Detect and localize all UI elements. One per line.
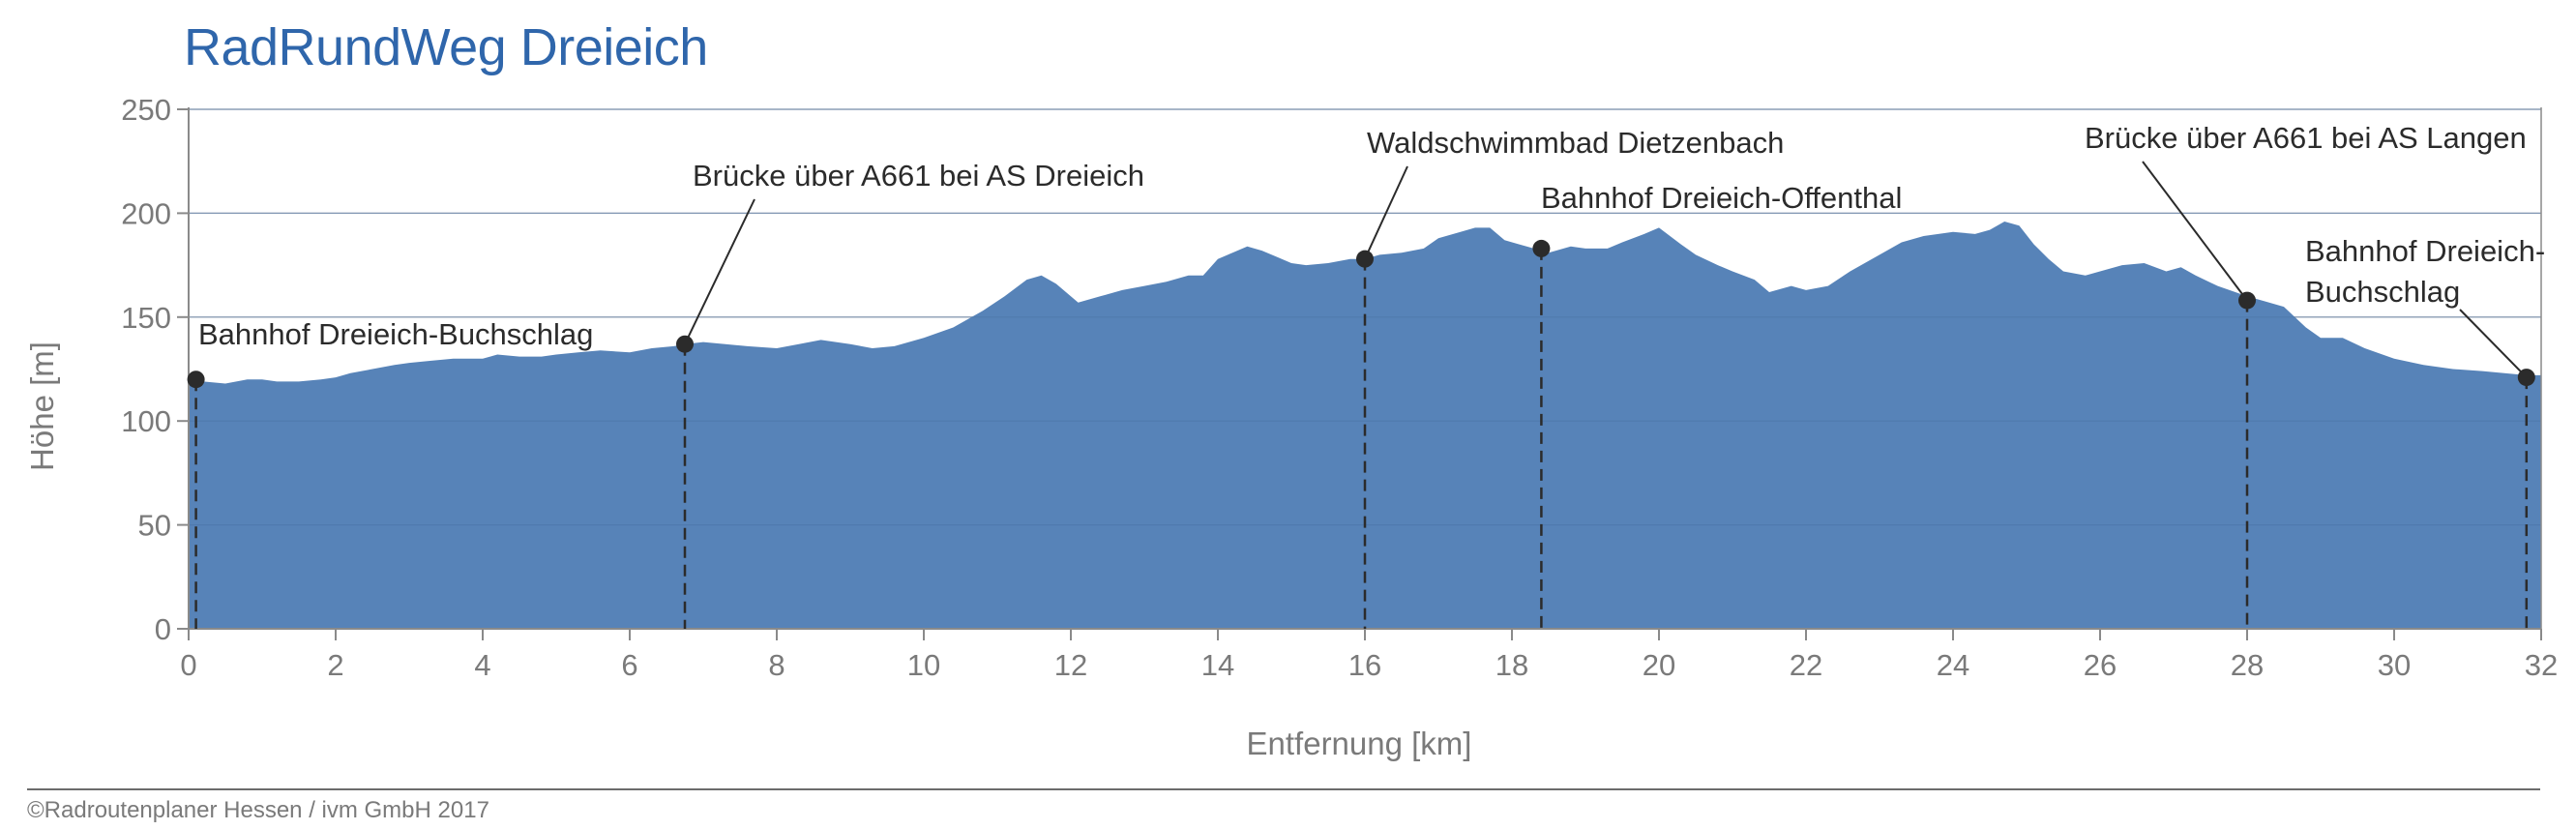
- annotation-label-4-0: Brücke über A661 bei AS Langen: [2085, 121, 2527, 155]
- y-tick-label-50: 50: [138, 509, 171, 543]
- annotation-label-1-0: Brücke über A661 bei AS Dreieich: [693, 159, 1144, 193]
- annotation-leader-4: [2142, 161, 2248, 302]
- annotation-label-5-1: Buchschlag: [2305, 275, 2460, 309]
- y-tick-label-200: 200: [121, 196, 171, 230]
- x-tick-label-28: 28: [2231, 648, 2264, 682]
- y-tick-label-0: 0: [155, 612, 171, 646]
- x-tick-label-20: 20: [1643, 648, 1675, 682]
- annotation-label-5-0: Bahnhof Dreieich-: [2305, 234, 2545, 268]
- chart-title: RadRundWeg Dreieich: [184, 18, 708, 76]
- x-tick-label-32: 32: [2525, 648, 2558, 682]
- footer-divider: [27, 788, 2540, 790]
- y-tick-label-250: 250: [121, 93, 171, 127]
- annotation-leader-2: [1364, 165, 1408, 260]
- annotation-marker-5: [2517, 369, 2535, 387]
- x-tick-label-2: 2: [327, 648, 343, 682]
- x-tick-label-0: 0: [180, 648, 196, 682]
- annotation-marker-0: [187, 371, 205, 389]
- x-tick-label-14: 14: [1201, 648, 1234, 682]
- x-tick-label-12: 12: [1054, 648, 1087, 682]
- annotation-leader-1: [684, 198, 755, 345]
- annotation-marker-2: [1356, 250, 1374, 268]
- x-tick-label-6: 6: [621, 648, 637, 682]
- annotation-marker-1: [676, 335, 694, 353]
- x-tick-label-26: 26: [2084, 648, 2117, 682]
- annotation-leader-5: [2459, 309, 2528, 378]
- annotation-marker-4: [2238, 291, 2256, 310]
- y-tick-label-150: 150: [121, 301, 171, 335]
- x-tick-label-4: 4: [474, 648, 490, 682]
- x-axis-title: Entfernung [km]: [1247, 726, 1472, 761]
- annotation-label-2-0: Waldschwimmbad Dietzenbach: [1367, 126, 1784, 160]
- x-tick-label-8: 8: [768, 648, 785, 682]
- x-tick-label-30: 30: [2378, 648, 2411, 682]
- x-tick-label-16: 16: [1348, 648, 1381, 682]
- y-tick-label-100: 100: [121, 404, 171, 438]
- x-tick-label-24: 24: [1937, 648, 1969, 682]
- annotation-label-0-0: Bahnhof Dreieich-Buchschlag: [198, 317, 593, 351]
- x-tick-label-18: 18: [1495, 648, 1528, 682]
- y-axis-title: Höhe [m]: [24, 341, 60, 471]
- x-tick-label-22: 22: [1790, 648, 1822, 682]
- annotation-label-3-0: Bahnhof Dreieich-Offenthal: [1541, 181, 1902, 215]
- copyright-note: ©Radroutenplaner Hessen / ivm GmbH 2017: [27, 797, 489, 823]
- annotation-marker-3: [1532, 239, 1551, 257]
- x-tick-label-10: 10: [907, 648, 940, 682]
